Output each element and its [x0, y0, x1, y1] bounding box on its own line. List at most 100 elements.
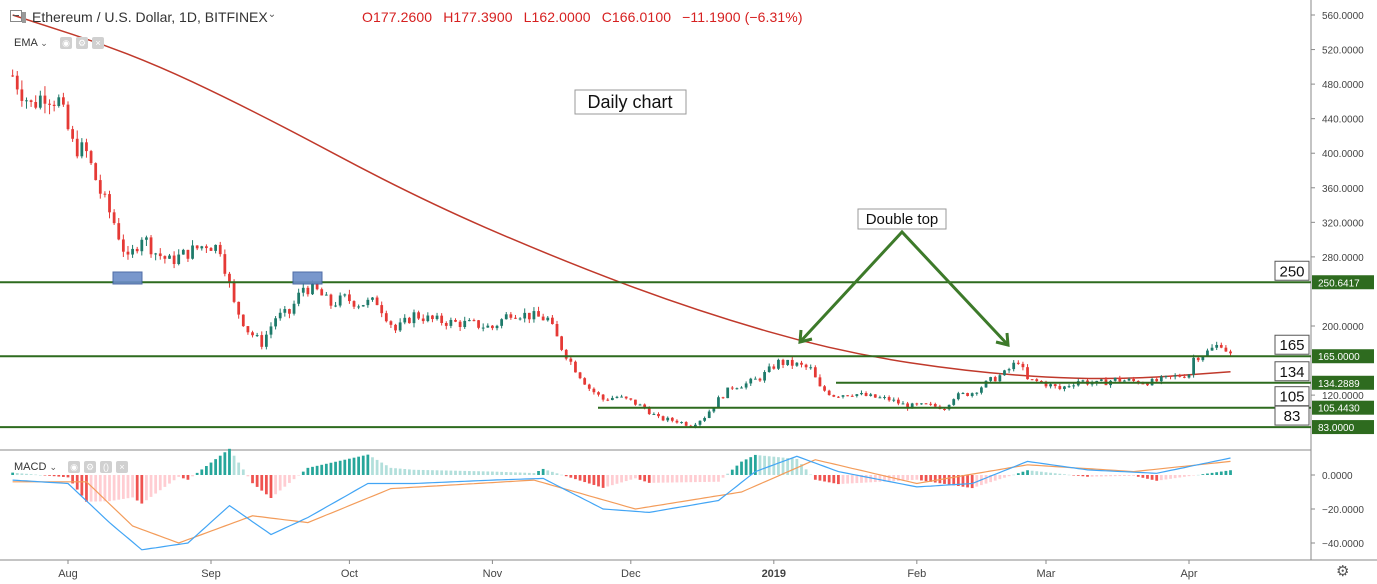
macd-histogram-bar [1021, 471, 1025, 475]
macd-histogram-bar [228, 448, 231, 475]
macd-histogram-bar [380, 462, 384, 475]
macd-histogram-bar [52, 475, 56, 477]
time-tick-label: Apr [1180, 568, 1197, 580]
macd-histogram-bar [288, 475, 291, 483]
price-tick-label: 120.0000 [1322, 391, 1364, 402]
candle-body [218, 244, 222, 255]
macd-histogram-bar [924, 475, 928, 482]
candle-body [610, 397, 614, 401]
macd-histogram-bar [324, 463, 328, 475]
macd-histogram-bar [555, 473, 559, 475]
candle-body [1081, 380, 1085, 382]
symbol-title[interactable]: Ethereum / U.S. Dollar, 1D, BITFINEX ⌄ [32, 9, 276, 25]
candle-body [998, 375, 1002, 382]
candle-body [112, 212, 116, 224]
macd-source-icon[interactable]: () [100, 461, 112, 473]
candle-body [1118, 377, 1122, 382]
macd-histogram-bar [504, 472, 508, 475]
candle-body [569, 358, 573, 362]
macd-histogram-bar [1049, 472, 1052, 475]
macd-histogram-bar [896, 475, 900, 481]
macd-line [12, 455, 1231, 551]
macd-histogram-bar [910, 475, 914, 481]
candle-body [315, 283, 319, 290]
level-label: 83 [1284, 408, 1301, 425]
candle-body [435, 315, 439, 320]
macd-histogram-bar [800, 464, 803, 475]
candle-body [730, 387, 734, 389]
collapse-icon[interactable] [10, 10, 22, 22]
macd-histogram-bar [98, 475, 102, 502]
double-top-label: Double top [866, 211, 939, 228]
macd-histogram-bar [62, 475, 65, 477]
macd-visibility-icon[interactable]: ◉ [68, 461, 80, 473]
candle-body [491, 325, 494, 329]
candle-body [444, 322, 448, 326]
candle-body [223, 254, 227, 274]
ema-indicator-label[interactable]: EMA ⌄ [14, 37, 48, 49]
macd-histogram-bar [956, 475, 960, 487]
candle-body [38, 95, 42, 108]
macd-histogram-bar [1229, 470, 1232, 475]
candle-body [514, 317, 517, 319]
macd-histogram-bar [246, 475, 250, 477]
candle-body [195, 245, 199, 249]
candle-body [121, 239, 125, 252]
ohlc-readout: O177.2600 H177.3900 L162.0000 C166.0100 … [362, 9, 810, 25]
candle-body [380, 305, 384, 314]
macd-tick-label: 0.0000 [1322, 471, 1353, 482]
macd-histogram-bar [537, 470, 540, 475]
price-tick-label: 520.0000 [1322, 46, 1364, 57]
ema-settings-icon[interactable]: ⚙ [76, 37, 88, 49]
candle-body [1123, 380, 1126, 382]
close-value: C166.0100 [601, 9, 672, 25]
macd-histogram-bar [823, 475, 826, 482]
macd-histogram-bar [841, 475, 845, 484]
ema-visibility-icon[interactable]: ◉ [60, 37, 72, 49]
candle-body [205, 246, 208, 249]
macd-settings-icon[interactable]: ⚙ [84, 461, 96, 473]
candle-body [1067, 386, 1071, 388]
macd-histogram-bar [943, 475, 946, 484]
candle-body [154, 253, 158, 255]
candle-body [980, 387, 983, 393]
macd-chevron-icon[interactable]: ⌄ [49, 462, 57, 472]
level-price-tag [1312, 420, 1374, 435]
chevron-down-icon[interactable]: ⌄ [267, 9, 277, 20]
ema-chevron-icon[interactable]: ⌄ [40, 38, 48, 48]
macd-histogram-bar [431, 470, 434, 475]
macd-histogram-bar [329, 462, 333, 475]
candle-body [241, 314, 245, 327]
macd-histogram-bar [629, 475, 633, 480]
macd-histogram-bar [251, 475, 254, 484]
candle-body [329, 294, 333, 306]
candle-body [454, 319, 457, 322]
candle-body [1229, 351, 1232, 354]
macd-histogram-bar [1118, 475, 1122, 477]
candle-body [320, 289, 324, 296]
candle-body [228, 273, 231, 283]
candle-body [657, 413, 660, 417]
macd-histogram-bar [975, 475, 979, 487]
macd-histogram-bar [786, 458, 790, 475]
macd-histogram-bar [491, 471, 494, 475]
macd-histogram-bar [749, 457, 753, 475]
gear-icon[interactable]: ⚙ [1336, 563, 1350, 580]
macd-remove-icon[interactable]: × [116, 461, 128, 473]
candle-body [126, 251, 130, 255]
macd-histogram-bar [205, 466, 208, 475]
candle-body [1187, 374, 1191, 378]
macd-histogram-bar [1192, 475, 1195, 476]
candle-body [597, 392, 600, 395]
macd-histogram-bar [1086, 475, 1089, 477]
macd-indicator-label[interactable]: MACD ⌄ [14, 461, 57, 473]
macd-histogram-bar [735, 465, 739, 475]
macd-histogram-bar [200, 469, 204, 475]
candle-body [933, 403, 937, 407]
candle-body [961, 393, 965, 395]
candle-body [1164, 375, 1168, 377]
macd-histogram-bar [500, 471, 504, 475]
ema-remove-icon[interactable]: × [92, 37, 104, 49]
macd-histogram-bar [297, 475, 301, 476]
